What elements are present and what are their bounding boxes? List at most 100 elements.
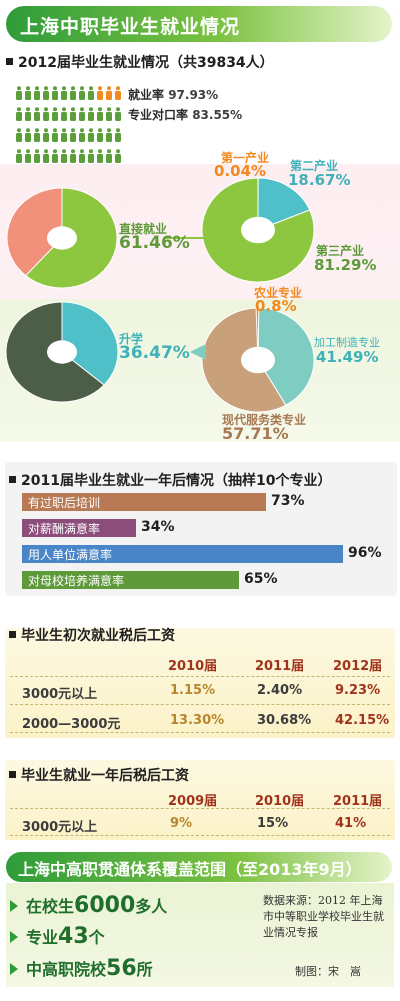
table-divider (10, 704, 390, 705)
person-icon (70, 149, 76, 163)
table-cell: 15% (257, 816, 289, 831)
person-icon (115, 86, 121, 100)
person-icon (97, 86, 103, 100)
person-icon (43, 107, 49, 121)
person-icon (79, 128, 85, 142)
section3-heading: 毕业生初次就业税后工资 (9, 625, 175, 645)
table-cell: 9% (170, 816, 193, 831)
person-icon (43, 128, 49, 142)
triangle-bullet-icon (10, 963, 18, 975)
person-icon (106, 128, 112, 142)
person-icon (52, 86, 58, 100)
employment-rate: 就业率 97.93% (128, 88, 219, 102)
square-bullet-icon (9, 770, 16, 778)
table-divider (10, 835, 390, 836)
triangle-bullet-icon (10, 931, 18, 943)
person-icon (16, 107, 22, 121)
salary-table-2-box (5, 760, 395, 840)
bar-value-label: 34% (141, 519, 175, 535)
match-rate: 专业对口率 83.55% (128, 108, 243, 122)
industry-slice-1 (257, 177, 311, 231)
person-icon (115, 107, 121, 121)
bar-row: 用人单位满意率 96% (22, 545, 393, 563)
square-bullet-icon (9, 630, 16, 638)
bar: 用人单位满意率 (22, 545, 343, 563)
person-icon (52, 149, 58, 163)
agri-major-label: 农业专业 (254, 286, 303, 300)
bar: 有过职后培训 (22, 493, 266, 511)
bar-value-label: 96% (348, 545, 382, 561)
table-cell: 13.30% (170, 713, 225, 728)
person-icon (25, 149, 31, 163)
person-icon (25, 86, 31, 100)
pie-further-study (5, 301, 119, 403)
person-icon (97, 128, 103, 142)
table-column-header: 2011届 (255, 659, 305, 674)
person-icon (34, 86, 40, 100)
table-cell: 2.40% (257, 683, 303, 698)
table-cell: 9.23% (335, 683, 381, 698)
square-bullet-icon (6, 57, 13, 65)
person-icon (61, 149, 67, 163)
mfg-major-value: 41.49% (316, 348, 379, 366)
bar-category-label: 用人单位满意率 (28, 548, 113, 562)
table-row-label: 3000元以上 (22, 820, 98, 835)
secondary-industry-label: 第二产业 (290, 159, 339, 173)
person-icon (61, 107, 67, 121)
person-icon (79, 149, 85, 163)
tertiary-industry-value: 81.29% (314, 256, 377, 274)
chart-maker-credit: 制图：宋 嵩 (295, 965, 361, 978)
person-icon (61, 128, 67, 142)
square-bullet-icon (9, 475, 16, 483)
triangle-bullet-icon (10, 900, 18, 912)
pie-major (201, 307, 315, 413)
person-icon (88, 149, 94, 163)
person-icon (88, 107, 94, 121)
bar-row: 有过职后培训 73% (22, 493, 316, 511)
table-column-header: 2011届 (333, 794, 383, 809)
further-study-hole (47, 340, 77, 364)
table-column-header: 2010届 (255, 794, 305, 809)
table-divider (10, 808, 390, 809)
person-icon (52, 128, 58, 142)
table-column-header: 2012届 (333, 659, 383, 674)
bar-category-label: 有过职后培训 (28, 496, 101, 510)
person-icon (61, 86, 67, 100)
main-title-bar: 上海中职毕业生就业情况 (6, 6, 392, 42)
section4-heading: 毕业生就业一年后税后工资 (9, 765, 189, 785)
person-icon (106, 107, 112, 121)
coverage-title-bar: 上海中高职贯通体系覆盖范围（至2013年9月） (6, 852, 392, 882)
further-study-label: 升学 (119, 332, 144, 346)
coverage-item-students: 在校生6000多人 (10, 893, 167, 918)
person-icon (70, 107, 76, 121)
section2-heading: 2011届毕业生就业一年后情况（抽样10个专业） (9, 470, 331, 490)
person-icon (115, 149, 121, 163)
table-cell: 41% (335, 816, 367, 831)
person-icon (43, 86, 49, 100)
table-cell: 30.68% (257, 713, 312, 728)
further-study-value: 36.47% (119, 343, 190, 363)
mfg-major-label: 加工制造专业 (314, 336, 380, 349)
secondary-industry-value: 18.67% (288, 171, 351, 189)
person-icon (52, 107, 58, 121)
further-study-slice-0 (61, 301, 119, 386)
bar-row: 对薪酬满意率 34% (22, 519, 186, 537)
bar-category-label: 对母校培养满意率 (28, 574, 125, 588)
table-row-label: 2000—3000元 (22, 717, 121, 732)
table-cell: 42.15% (335, 713, 390, 728)
person-icon (25, 128, 31, 142)
person-icon (97, 149, 103, 163)
main-title: 上海中职毕业生就业情况 (20, 16, 241, 38)
svc-major-label: 现代服务类专业 (222, 413, 307, 427)
major-slice-1 (257, 307, 315, 406)
person-icon (34, 107, 40, 121)
tertiary-industry-label: 第三产业 (316, 244, 365, 258)
person-icon (115, 128, 121, 142)
person-icon (97, 107, 103, 121)
pie-label-layer: 直接就业 61.46% 第一产业 0.04% 第二产业 18.67% 第三产业 … (0, 0, 400, 460)
data-source-note: 数据来源：2012 年上海市中等职业学校毕业生就业情况专报 (263, 894, 384, 939)
person-icon (16, 128, 22, 142)
person-icon (70, 86, 76, 100)
connector-arrow-icon (190, 344, 206, 360)
